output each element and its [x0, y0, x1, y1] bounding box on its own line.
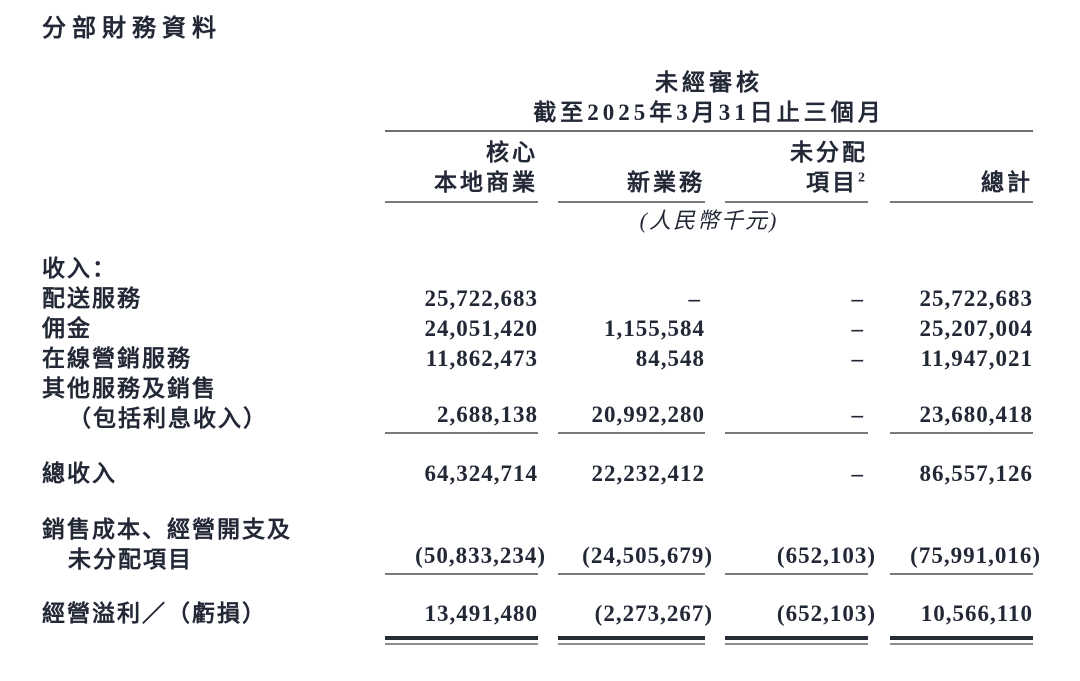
cell-new-initiatives: (2,273,267) — [538, 599, 712, 645]
cell-unallocated: (652,103) — [705, 515, 875, 575]
row-label: 配送服務 — [42, 286, 142, 311]
row-label: 收入： — [42, 256, 117, 281]
row-label: 銷售成本、經營開支及 未分配項目 — [42, 517, 292, 572]
cell-core-local: (50,833,234) — [385, 515, 545, 575]
cell-new-initiatives — [538, 254, 705, 284]
col-header-new-initiatives: 新業務 — [538, 138, 705, 203]
cell-new-initiatives: 84,548 — [635, 346, 705, 371]
cell-new-initiatives: 1,155,584 — [604, 316, 705, 341]
row-label: 在線營銷服務 — [42, 346, 192, 371]
column-header-row: 核心 本地商業 新業務 未分配 項目2 總計 — [42, 138, 1033, 203]
row-commission: 佣金 24,051,420 1,155,584 – 25,207,004 — [42, 314, 1032, 344]
row-label: 其他服務及銷售 （包括利息收入） — [42, 376, 268, 431]
cell-unallocated — [705, 254, 868, 284]
row-label: 總收入 — [42, 461, 117, 486]
cell-core-local: 13,491,480 — [385, 599, 538, 645]
cell-total: 86,557,126 — [919, 461, 1033, 486]
row-cost-expenses-unallocated: 銷售成本、經營開支及 未分配項目 (50,833,234) (24,505,67… — [42, 515, 1040, 575]
cell-unallocated: (652,103) — [705, 599, 875, 645]
unaudited-label: 未經審核 — [655, 70, 763, 95]
cell-total: 10,566,110 — [868, 599, 1033, 645]
currency-unit-note: (人民幣千元) — [639, 208, 779, 233]
cell-total — [868, 254, 1033, 284]
period-rule — [385, 130, 1033, 132]
cell-new-initiatives: 20,992,280 — [538, 374, 705, 434]
cell-core-local — [385, 254, 538, 284]
row-label: 佣金 — [42, 316, 92, 341]
cell-core-local: 24,051,420 — [424, 316, 538, 341]
cell-core-local: 64,324,714 — [424, 461, 538, 486]
period-label: 截至2025年3月31日止三個月 — [533, 100, 885, 125]
row-delivery-services: 配送服務 25,722,683 – – 25,722,683 — [42, 284, 1032, 314]
row-other-services-and-sales: 其他服務及銷售 （包括利息收入） 2,688,138 20,992,280 – … — [42, 374, 1032, 434]
cell-core-local: 25,722,683 — [424, 286, 538, 311]
cell-new-initiatives: – — [688, 286, 701, 311]
cell-total: 25,722,683 — [919, 286, 1033, 311]
cell-new-initiatives: 22,232,412 — [591, 461, 705, 486]
cell-unallocated: – — [851, 461, 864, 486]
cell-unallocated: – — [851, 286, 864, 311]
cell-core-local: 2,688,138 — [385, 374, 538, 434]
row-online-marketing-services: 在線營銷服務 11,862,473 84,548 – 11,947,021 — [42, 344, 1032, 374]
table-period-header: 未經審核 截至2025年3月31日止三個月 — [385, 68, 1033, 132]
page-title: 分部財務資料 — [42, 16, 222, 42]
col-header-unallocated-items: 未分配 項目2 — [705, 138, 868, 203]
cell-total: 23,680,418 — [868, 374, 1033, 434]
row-label: 經營溢利／（虧損） — [42, 601, 267, 626]
cell-total: 25,207,004 — [919, 316, 1033, 341]
cell-total: 11,947,021 — [920, 346, 1033, 371]
cell-unallocated: – — [851, 316, 864, 341]
cell-unallocated: – — [705, 374, 868, 434]
row-operating-profit-loss: 經營溢利／（虧損） 13,491,480 (2,273,267) (652,10… — [42, 599, 1032, 645]
col-header-core-local-commerce: 核心 本地商業 — [385, 138, 538, 203]
col-header-total: 總計 — [868, 138, 1033, 203]
label-column-spacer — [42, 138, 385, 203]
row-total-revenues: 總收入 64,324,714 22,232,412 – 86,557,126 — [42, 459, 1032, 489]
cell-unallocated: – — [851, 346, 864, 371]
footnote-marker: 2 — [858, 170, 868, 186]
cell-new-initiatives: (24,505,679) — [538, 515, 712, 575]
row-revenue-section: 收入： — [42, 254, 1032, 284]
cell-total: (75,991,016) — [868, 515, 1040, 575]
cell-core-local: 11,862,473 — [425, 346, 538, 371]
